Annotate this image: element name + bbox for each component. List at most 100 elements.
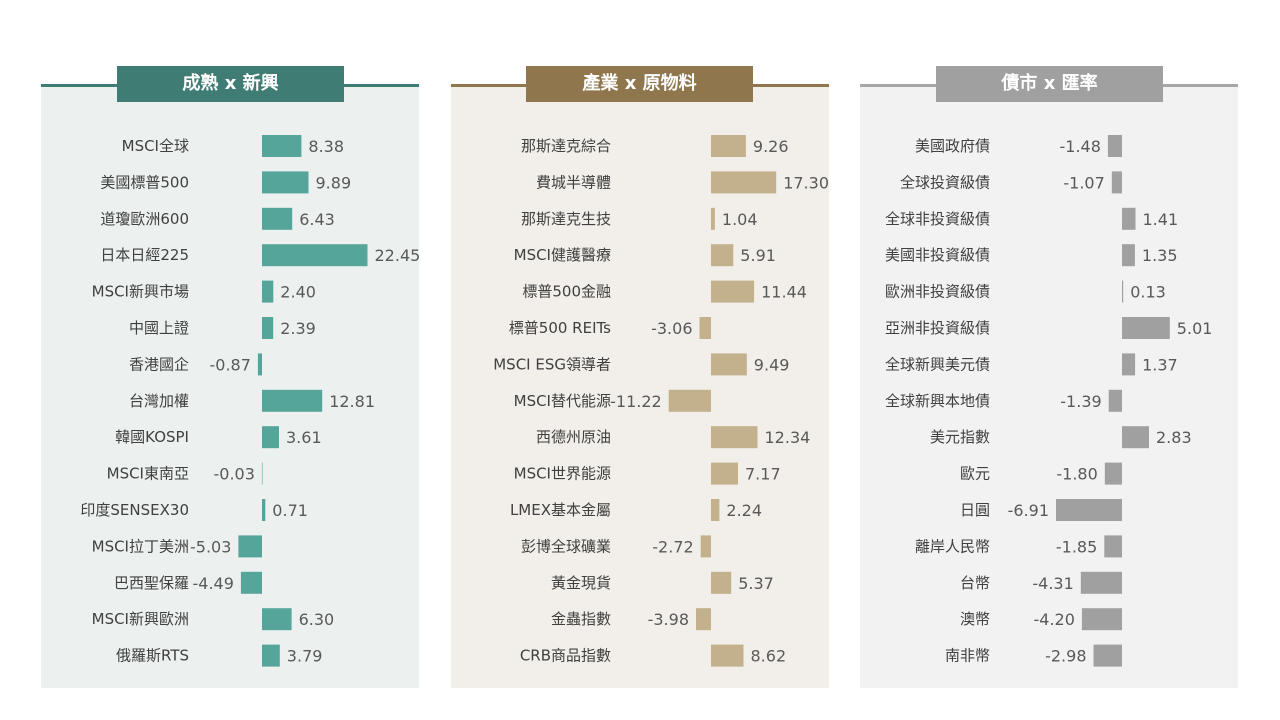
- bar: [262, 207, 293, 230]
- bar: [1122, 244, 1135, 267]
- bar: [1122, 317, 1170, 339]
- bar: [1111, 171, 1122, 194]
- value-label: -1.48: [1059, 137, 1100, 156]
- value-label: 12.34: [765, 428, 811, 447]
- category-label: MSCI新興市場: [92, 283, 189, 301]
- category-label: MSCI拉丁美洲: [92, 537, 189, 555]
- category-label: 美國標普500: [100, 173, 189, 191]
- panel-title: 成熟 x 新興: [117, 66, 344, 102]
- category-label: 俄羅斯RTS: [116, 647, 189, 665]
- bar: [1104, 462, 1122, 485]
- bar: [261, 462, 263, 485]
- category-label: 離岸人民幣: [915, 537, 990, 555]
- value-label: 9.26: [753, 137, 789, 156]
- bar: [711, 499, 720, 521]
- category-label: 全球非投資級債: [885, 210, 990, 228]
- category-label: 香港國企: [129, 355, 189, 373]
- bar: [238, 535, 262, 558]
- category-label: 道瓊歐洲600: [100, 210, 189, 228]
- value-label: 6.30: [299, 610, 335, 629]
- bar: [696, 608, 711, 631]
- bar: [711, 571, 732, 594]
- value-label: -1.07: [1063, 173, 1104, 192]
- value-label: 12.81: [329, 392, 375, 411]
- value-label: -1.80: [1056, 465, 1097, 484]
- category-label: 西德州原油: [536, 428, 611, 446]
- bar: [711, 135, 746, 157]
- bar: [711, 644, 744, 667]
- category-label: 金蟲指數: [551, 610, 611, 628]
- value-label: 8.62: [751, 647, 787, 666]
- bar: [711, 462, 738, 485]
- bar: [668, 389, 711, 412]
- category-label: MSCI替代能源: [514, 392, 611, 410]
- value-label: 1.04: [722, 210, 758, 229]
- value-label: 5.91: [740, 246, 776, 265]
- category-label: 美國非投資級債: [885, 246, 990, 264]
- value-label: 2.83: [1156, 428, 1192, 447]
- value-label: -11.22: [610, 392, 662, 411]
- chart-panel-mature-emerging: 成熟 x 新興 MSCI全球 8.38 美國標普500 9.89 道瓊歐洲600 6.43…: [41, 66, 420, 688]
- value-label: -4.31: [1032, 574, 1073, 593]
- value-label: 2.40: [280, 283, 316, 302]
- bar: [1056, 499, 1122, 521]
- category-label: 韓國KOSPI: [115, 428, 189, 446]
- value-label: -4.49: [192, 574, 233, 593]
- bar: [262, 608, 292, 631]
- value-label: 2.39: [280, 319, 316, 338]
- category-label: 標普500金融: [522, 283, 611, 301]
- category-label: 亞洲非投資級債: [885, 319, 990, 337]
- bar: [711, 207, 715, 230]
- category-label: CRB商品指數: [520, 647, 611, 665]
- bar: [262, 389, 323, 412]
- category-label: MSCI ESG領導者: [493, 355, 611, 373]
- bar-chart-svg: MSCI全球 8.38 美國標普500 9.89 道瓊歐洲600 6.43 日本日經225 2…: [80, 135, 420, 667]
- bar: [1122, 353, 1136, 376]
- category-label: 那斯達克生技: [521, 210, 611, 228]
- bar: [711, 426, 758, 449]
- value-label: 5.37: [738, 574, 774, 593]
- bar: [262, 135, 302, 157]
- bar-chart-svg: 那斯達克綜合 9.26 費城半導體 17.30 那斯達克生技 1.04 MSCI健護醫療 5.…: [493, 135, 829, 667]
- category-label: 費城半導體: [536, 173, 611, 191]
- bar: [262, 280, 274, 303]
- category-label: MSCI全球: [122, 137, 189, 155]
- panel-title: 債市 x 匯率: [936, 66, 1163, 102]
- bar: [1122, 207, 1136, 230]
- value-label: 22.45: [375, 246, 420, 265]
- value-label: -6.91: [1008, 501, 1049, 520]
- value-label: 8.38: [308, 137, 344, 156]
- bar: [262, 499, 266, 521]
- value-label: -3.06: [651, 319, 692, 338]
- bar: [711, 244, 734, 267]
- value-label: 0.13: [1130, 283, 1166, 302]
- bar: [262, 644, 280, 667]
- bar: [1104, 535, 1122, 558]
- category-label: 美元指數: [930, 428, 990, 446]
- value-label: -1.39: [1060, 392, 1101, 411]
- bar: [1107, 135, 1122, 157]
- bar: [1081, 608, 1122, 631]
- value-label: 6.43: [299, 210, 335, 229]
- bar: [1122, 426, 1149, 449]
- category-label: MSCI健護醫療: [514, 246, 611, 264]
- value-label: -2.98: [1045, 647, 1086, 666]
- category-label: 歐元: [960, 465, 990, 483]
- value-label: 1.41: [1143, 210, 1179, 229]
- bar: [1093, 644, 1122, 667]
- category-label: 那斯達克綜合: [521, 137, 611, 155]
- value-label: -2.72: [652, 537, 693, 556]
- bar: [262, 171, 309, 194]
- bar: [262, 244, 368, 267]
- value-label: 1.35: [1142, 246, 1178, 265]
- category-label: 全球新興美元債: [885, 355, 990, 373]
- panel-title: 產業 x 原物料: [526, 66, 753, 102]
- value-label: 11.44: [761, 283, 807, 302]
- value-label: -3.98: [648, 610, 689, 629]
- category-label: 黃金現貨: [551, 574, 611, 592]
- value-label: -5.03: [190, 537, 231, 556]
- value-label: 3.79: [287, 647, 323, 666]
- chart-panel-bond-fx: 債市 x 匯率 美國政府債 -1.48 全球投資級債 -1.07 全球非投資級債 1.41…: [860, 66, 1238, 688]
- category-label: 台灣加權: [129, 392, 189, 410]
- category-label: 全球新興本地債: [885, 392, 990, 410]
